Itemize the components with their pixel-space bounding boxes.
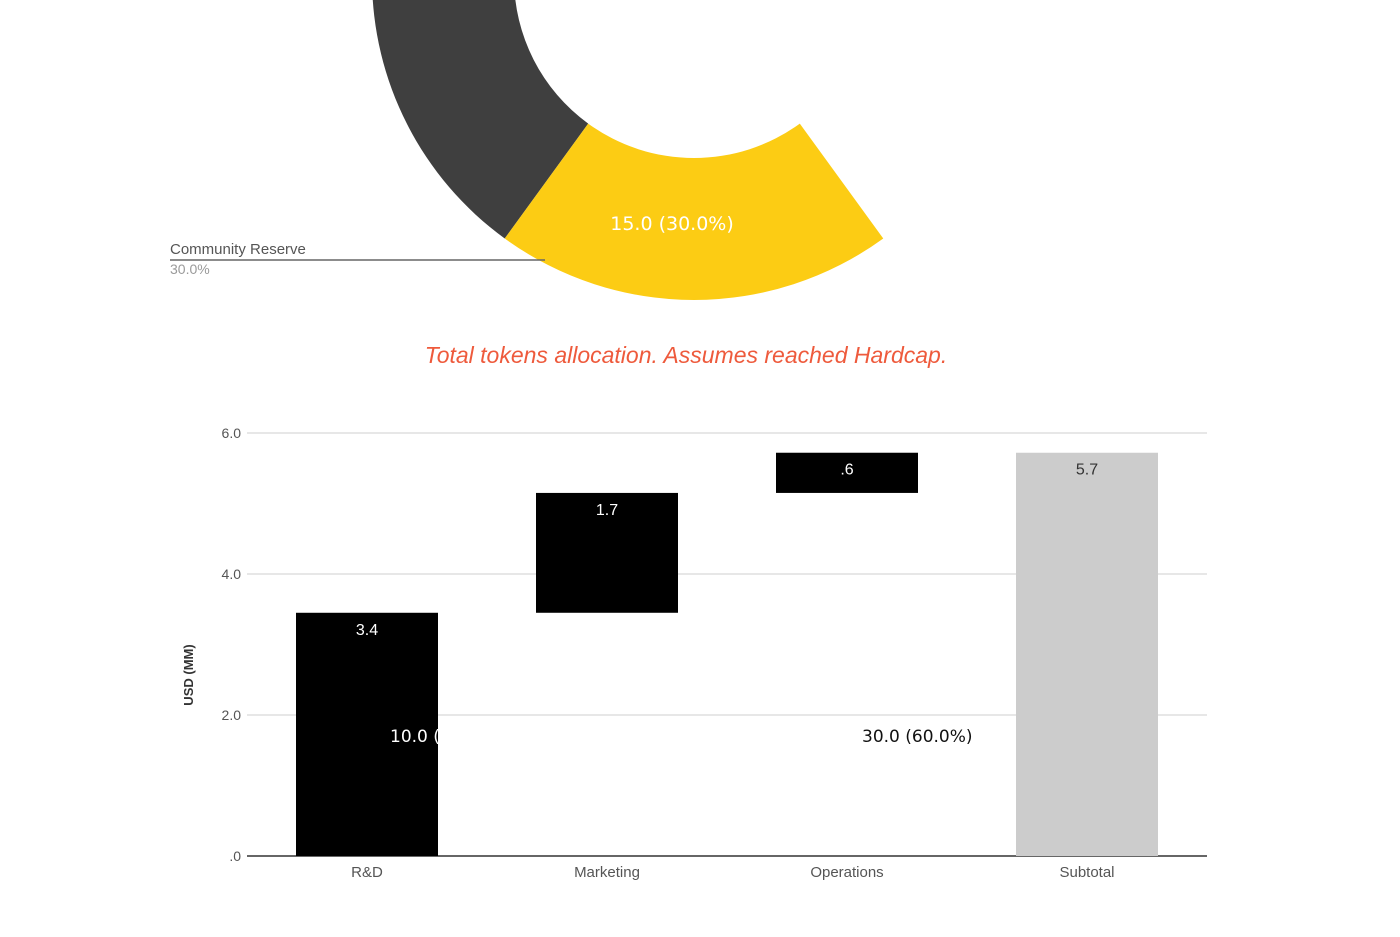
chart-caption: Total tokens allocation. Assumes reached… [425, 342, 947, 368]
bar-operations [776, 452, 918, 493]
callout-percent: 30.0% [170, 261, 210, 277]
x-category-label: Marketing [574, 864, 640, 881]
bar-subtotal [1016, 452, 1158, 856]
x-category-label: R&D [351, 864, 383, 881]
bar-value-label: .6 [840, 462, 853, 479]
waterfall-chart: 6.0 4.0 2.0 .0 3.4 1.7 .6 5.7 R&D Marketing Oper… [181, 425, 1207, 881]
x-axis-labels: R&D Marketing Operations Subtotal [351, 864, 1114, 881]
y-axis-ticks: 6.0 4.0 2.0 .0 [222, 425, 242, 864]
bars: 3.4 1.7 .6 5.7 [296, 452, 1158, 856]
donut-slice-1 [372, 0, 589, 239]
overlay-label-2: 30.0 (60.0%) [862, 727, 973, 747]
y-tick-label: 6.0 [222, 425, 242, 441]
bar-value-label: 3.4 [356, 622, 378, 639]
donut-slice-2 [504, 123, 884, 301]
x-category-label: Subtotal [1059, 864, 1114, 881]
callout-name: Community Reserve [170, 241, 306, 258]
x-category-label: Operations [810, 864, 883, 881]
bar-marketing [536, 492, 678, 613]
bar-r-d [296, 612, 438, 856]
bar-value-label: 1.7 [596, 502, 618, 519]
donut-chart [372, 0, 884, 301]
y-tick-label: .0 [229, 848, 241, 864]
y-tick-label: 2.0 [222, 707, 242, 723]
overlay-label-1: 10.0 (20.0%) [390, 727, 501, 747]
y-tick-label: 4.0 [222, 566, 242, 582]
bar-value-label: 5.7 [1076, 462, 1098, 479]
y-axis-label: USD (MM) [181, 644, 196, 705]
donut-slice-label: 15.0 (30.0%) [610, 213, 734, 235]
